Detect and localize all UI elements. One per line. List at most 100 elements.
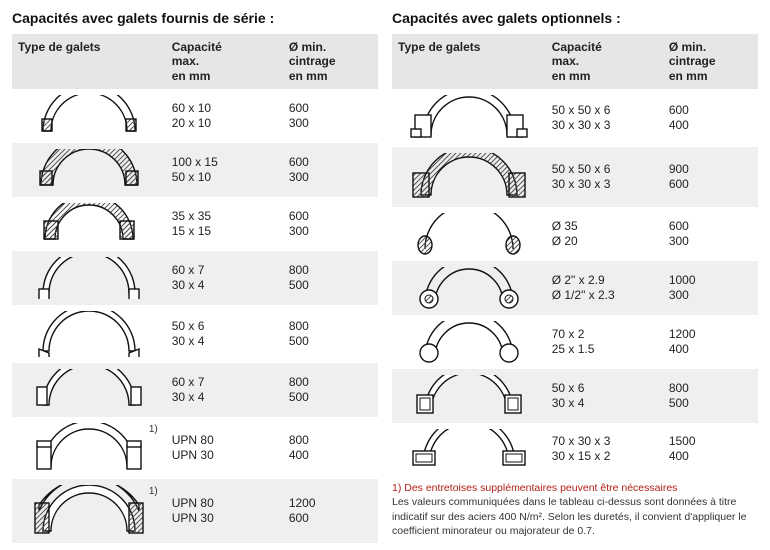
diameter-value: 600 — [289, 511, 372, 527]
capacity-cell: 60 x 730 x 4 — [166, 251, 283, 305]
capacity-value: Ø 20 — [552, 234, 657, 250]
capacity-value: 25 x 1.5 — [552, 342, 657, 358]
diameter-value: 600 — [289, 155, 372, 171]
footnote-red: 1) Des entretoises supplémentaires peuve… — [392, 482, 677, 494]
roller-profile-icon: 1) — [12, 479, 166, 543]
diameter-value: 800 — [669, 381, 752, 397]
roller-profile-icon — [12, 363, 166, 417]
diameter-cell: 1200400 — [663, 315, 758, 369]
diameter-value: 300 — [289, 170, 372, 186]
diameter-value: 1200 — [669, 327, 752, 343]
diameter-value: 500 — [289, 334, 372, 350]
capacity-value: UPN 30 — [172, 448, 277, 464]
diameter-cell: 600300 — [663, 207, 758, 261]
capacity-value: 20 x 10 — [172, 116, 277, 132]
diameter-value: 600 — [669, 219, 752, 235]
diameter-cell: 600400 — [663, 89, 758, 147]
right-column: Capacités avec galets optionnels : Type … — [392, 10, 758, 543]
capacity-cell: 70 x 30 x 330 x 15 x 2 — [546, 423, 663, 475]
capacity-cell: 35 x 3515 x 15 — [166, 197, 283, 251]
diameter-cell: 800500 — [283, 251, 378, 305]
capacity-cell: UPN 80UPN 30 — [166, 417, 283, 479]
diameter-value: 500 — [289, 278, 372, 294]
capacity-value: 30 x 4 — [552, 396, 657, 412]
capacity-value: 30 x 15 x 2 — [552, 449, 657, 465]
diameter-value: 800 — [289, 433, 372, 449]
footnote: 1) Des entretoises supplémentaires peuve… — [392, 481, 758, 538]
table-row: 60 x 1020 x 10600300 — [12, 89, 378, 143]
diameter-value: 800 — [289, 375, 372, 391]
capacity-cell: 50 x 630 x 4 — [546, 369, 663, 423]
capacity-value: 70 x 30 x 3 — [552, 434, 657, 450]
diameter-value: 1200 — [289, 496, 372, 512]
right-title: Capacités avec galets optionnels : — [392, 10, 758, 26]
capacity-value: 50 x 50 x 6 — [552, 103, 657, 119]
capacity-cell: 60 x 730 x 4 — [166, 363, 283, 417]
left-title: Capacités avec galets fournis de série : — [12, 10, 378, 26]
capacity-value: 60 x 10 — [172, 101, 277, 117]
diameter-cell: 600300 — [283, 89, 378, 143]
diameter-value: 300 — [669, 234, 752, 250]
capacity-value: 30 x 4 — [172, 390, 277, 406]
left-h2: Capacité max. en mm — [166, 34, 283, 89]
diameter-value: 400 — [289, 448, 372, 464]
table-row: 50 x 630 x 4800500 — [12, 305, 378, 363]
diameter-value: 500 — [289, 390, 372, 406]
roller-profile-icon — [392, 207, 546, 261]
roller-profile-icon — [392, 369, 546, 423]
capacity-cell: 60 x 1020 x 10 — [166, 89, 283, 143]
roller-profile-icon — [392, 423, 546, 475]
capacity-value: 50 x 10 — [172, 170, 277, 186]
diameter-cell: 800500 — [283, 363, 378, 417]
table-row: Ø 2" x 2.9Ø 1/2" x 2.31000300 — [392, 261, 758, 315]
roller-profile-icon — [12, 197, 166, 251]
diameter-value: 1500 — [669, 434, 752, 450]
capacity-cell: Ø 35Ø 20 — [546, 207, 663, 261]
capacity-value: 35 x 35 — [172, 209, 277, 225]
row-note: 1) — [149, 423, 158, 436]
capacity-value: 30 x 30 x 3 — [552, 118, 657, 134]
diameter-cell: 800500 — [283, 305, 378, 363]
capacity-cell: 50 x 630 x 4 — [166, 305, 283, 363]
diameter-value: 400 — [669, 118, 752, 134]
diameter-value: 1000 — [669, 273, 752, 289]
capacity-value: 60 x 7 — [172, 263, 277, 279]
capacity-value: Ø 1/2" x 2.3 — [552, 288, 657, 304]
capacity-value: UPN 80 — [172, 496, 277, 512]
diameter-value: 800 — [289, 263, 372, 279]
roller-profile-icon — [392, 315, 546, 369]
table-row: 100 x 1550 x 10600300 — [12, 143, 378, 197]
diameter-cell: 600300 — [283, 143, 378, 197]
capacity-cell: UPN 80UPN 30 — [166, 479, 283, 543]
table-row: 60 x 730 x 4800500 — [12, 363, 378, 417]
diameter-cell: 1200600 — [283, 479, 378, 543]
roller-profile-icon — [12, 89, 166, 143]
table-row: 35 x 3515 x 15600300 — [12, 197, 378, 251]
footnote-grey: Les valeurs communiquées dans le tableau… — [392, 496, 747, 536]
diameter-value: 600 — [669, 103, 752, 119]
left-table: Type de galets Capacité max. en mm Ø min… — [12, 34, 378, 543]
diameter-cell: 800400 — [283, 417, 378, 479]
capacity-cell: 50 x 50 x 630 x 30 x 3 — [546, 147, 663, 207]
diameter-value: 800 — [289, 319, 372, 335]
capacity-value: 30 x 30 x 3 — [552, 177, 657, 193]
table-row: 50 x 50 x 630 x 30 x 3600400 — [392, 89, 758, 147]
diameter-cell: 600300 — [283, 197, 378, 251]
table-row: 70 x 225 x 1.51200400 — [392, 315, 758, 369]
table-row: 50 x 50 x 630 x 30 x 3900600 — [392, 147, 758, 207]
capacity-value: Ø 35 — [552, 219, 657, 235]
diameter-value: 600 — [669, 177, 752, 193]
diameter-cell: 1500400 — [663, 423, 758, 475]
table-row: 1)UPN 80UPN 301200600 — [12, 479, 378, 543]
capacity-value: 100 x 15 — [172, 155, 277, 171]
table-row: Ø 35Ø 20600300 — [392, 207, 758, 261]
left-column: Capacités avec galets fournis de série :… — [12, 10, 378, 543]
capacity-value: 50 x 6 — [172, 319, 277, 335]
roller-profile-icon — [12, 305, 166, 363]
capacity-cell: 50 x 50 x 630 x 30 x 3 — [546, 89, 663, 147]
capacity-cell: 100 x 1550 x 10 — [166, 143, 283, 197]
capacity-value: 60 x 7 — [172, 375, 277, 391]
right-h2: Capacité max. en mm — [546, 34, 663, 89]
tables-wrap: Capacités avec galets fournis de série :… — [12, 10, 758, 543]
capacity-cell: Ø 2" x 2.9Ø 1/2" x 2.3 — [546, 261, 663, 315]
